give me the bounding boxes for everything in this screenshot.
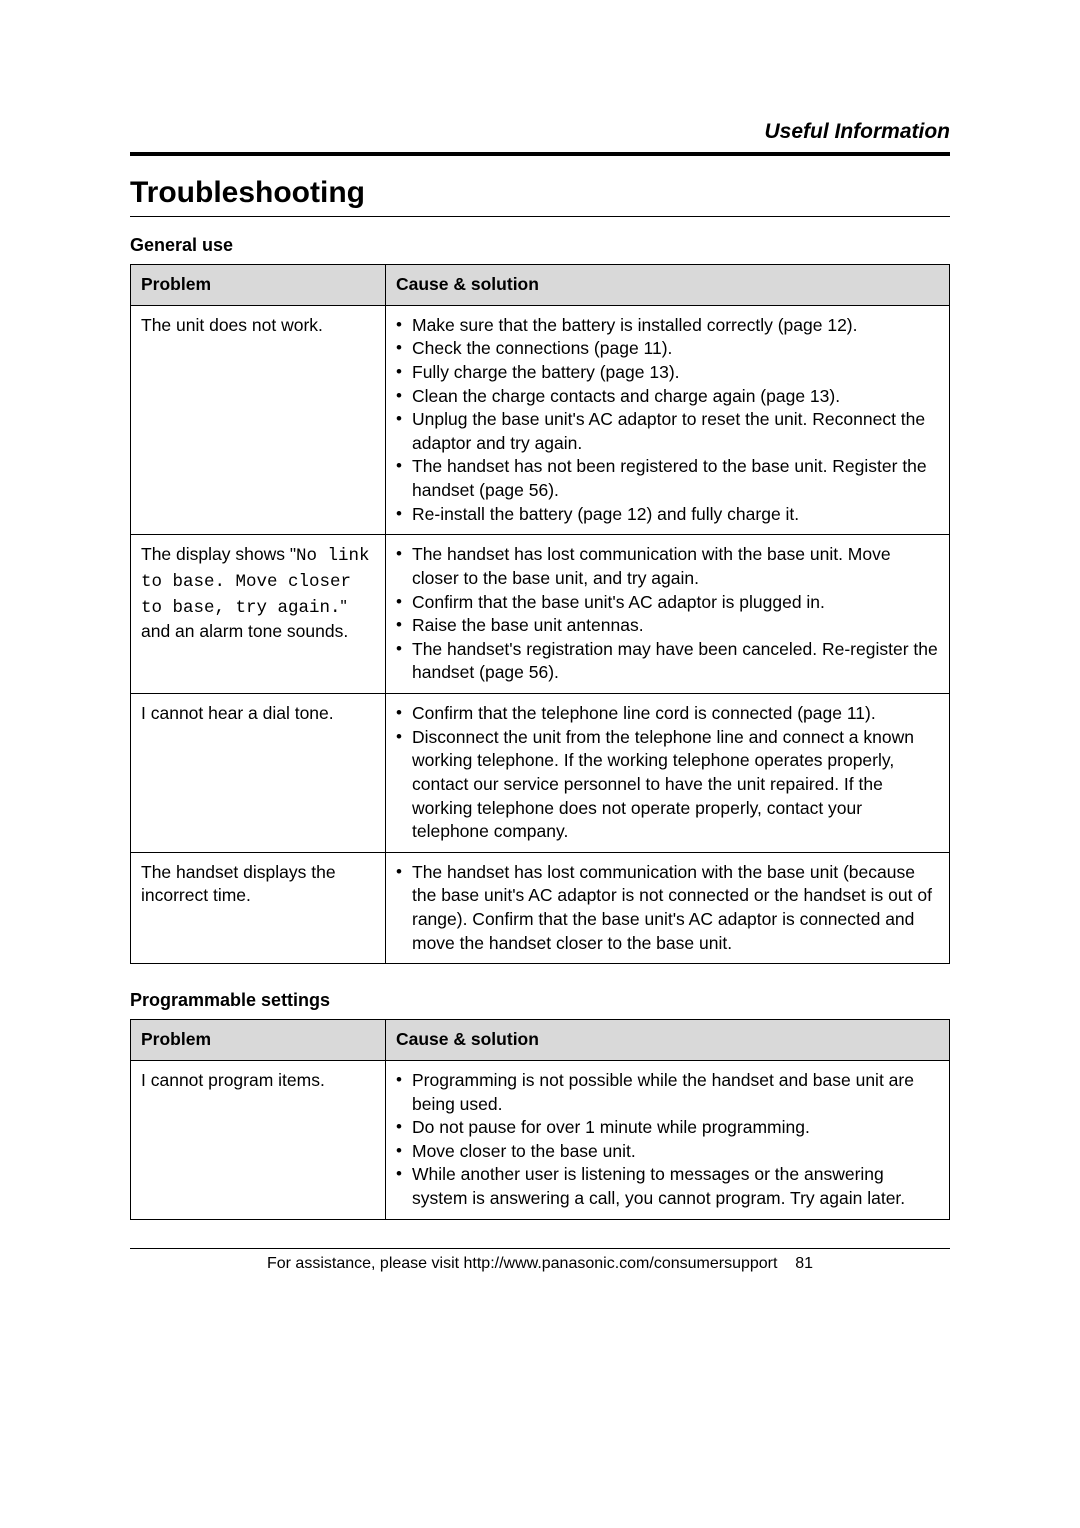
programmable-heading: Programmable settings xyxy=(130,990,950,1011)
table-row: I cannot program items. Programming is n… xyxy=(131,1060,950,1219)
col-solution-header: Cause & solution xyxy=(386,265,950,306)
solution-list: Confirm that the telephone line cord is … xyxy=(396,702,939,844)
solution-item: Unplug the base unit's AC adaptor to res… xyxy=(396,408,939,455)
thick-rule xyxy=(130,152,950,156)
table-row: The display shows "No link to base. Move… xyxy=(131,535,950,694)
problem-cell: I cannot program items. xyxy=(131,1060,386,1219)
page-container: Useful Information Troubleshooting Gener… xyxy=(0,0,1080,1528)
solution-item: Check the connections (page 11). xyxy=(396,337,939,361)
solution-item: Programming is not possible while the ha… xyxy=(396,1069,939,1116)
solution-item: Raise the base unit antennas. xyxy=(396,614,939,638)
col-problem-header: Problem xyxy=(131,265,386,306)
footer-text: For assistance, please visit http://www.… xyxy=(267,1255,777,1272)
general-use-heading: General use xyxy=(130,235,950,256)
programmable-table: Problem Cause & solution I cannot progra… xyxy=(130,1019,950,1219)
solution-item: The handset has lost communication with … xyxy=(396,861,939,956)
section-header: Useful Information xyxy=(130,120,950,144)
table-row: The unit does not work. Make sure that t… xyxy=(131,305,950,535)
problem-cell: The unit does not work. xyxy=(131,305,386,535)
solution-item: While another user is listening to messa… xyxy=(396,1163,939,1210)
solution-item: Confirm that the telephone line cord is … xyxy=(396,702,939,726)
col-problem-header: Problem xyxy=(131,1020,386,1061)
solution-cell: Programming is not possible while the ha… xyxy=(386,1060,950,1219)
table-row: The handset displays the incorrect time.… xyxy=(131,852,950,964)
table-header-row: Problem Cause & solution xyxy=(131,1020,950,1061)
solution-item: Make sure that the battery is installed … xyxy=(396,314,939,338)
footer-rule xyxy=(130,1248,950,1249)
solution-list: Make sure that the battery is installed … xyxy=(396,314,939,527)
solution-item: Clean the charge contacts and charge aga… xyxy=(396,385,939,409)
solution-list: The handset has lost communication with … xyxy=(396,543,939,685)
solution-item: Re-install the battery (page 12) and ful… xyxy=(396,503,939,527)
problem-cell: The handset displays the incorrect time. xyxy=(131,852,386,964)
problem-prefix: The display shows " xyxy=(141,544,296,564)
solution-list: Programming is not possible while the ha… xyxy=(396,1069,939,1211)
page-footer: For assistance, please visit http://www.… xyxy=(130,1255,950,1273)
solution-item: The handset has lost communication with … xyxy=(396,543,939,590)
solution-item: Disconnect the unit from the telephone l… xyxy=(396,726,939,844)
problem-cell: I cannot hear a dial tone. xyxy=(131,694,386,853)
solution-cell: Make sure that the battery is installed … xyxy=(386,305,950,535)
solution-item: Confirm that the base unit's AC adaptor … xyxy=(396,591,939,615)
solution-list: The handset has lost communication with … xyxy=(396,861,939,956)
page-number: 81 xyxy=(795,1255,813,1272)
general-use-table: Problem Cause & solution The unit does n… xyxy=(130,264,950,964)
table-header-row: Problem Cause & solution xyxy=(131,265,950,306)
thin-rule xyxy=(130,216,950,217)
solution-item: The handset's registration may have been… xyxy=(396,638,939,685)
solution-item: Move closer to the base unit. xyxy=(396,1140,939,1164)
col-solution-header: Cause & solution xyxy=(386,1020,950,1061)
solution-cell: The handset has lost communication with … xyxy=(386,535,950,694)
solution-item: The handset has not been registered to t… xyxy=(396,455,939,502)
solution-cell: Confirm that the telephone line cord is … xyxy=(386,694,950,853)
problem-cell: The display shows "No link to base. Move… xyxy=(131,535,386,694)
solution-cell: The handset has lost communication with … xyxy=(386,852,950,964)
solution-item: Fully charge the battery (page 13). xyxy=(396,361,939,385)
table-row: I cannot hear a dial tone. Confirm that … xyxy=(131,694,950,853)
main-heading: Troubleshooting xyxy=(130,176,950,210)
solution-item: Do not pause for over 1 minute while pro… xyxy=(396,1116,939,1140)
